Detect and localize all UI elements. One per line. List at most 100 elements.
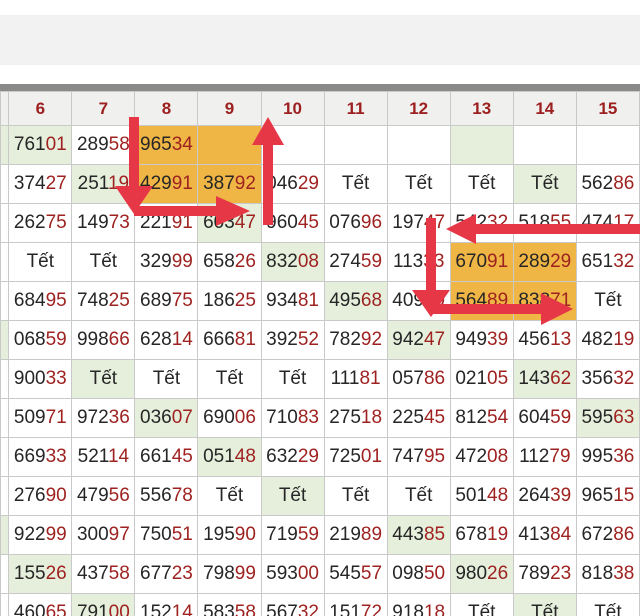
table-cell: 30097 [71, 515, 136, 555]
table-cell: Tết [197, 359, 262, 399]
digit-group-black: 251 [77, 173, 108, 194]
digit-group-black: 472 [455, 446, 488, 467]
digit-group-red: 13 [550, 329, 572, 350]
digit-group-red: 06 [234, 407, 256, 428]
digit-group-black: 603 [203, 212, 235, 233]
table-cell: Tết [386, 476, 451, 516]
digit-group-black: 186 [203, 290, 235, 311]
digit-group-red: 58 [108, 563, 130, 584]
digit-group-black: 922 [13, 524, 46, 545]
digit-group-red: 57 [360, 563, 383, 584]
digit-group-red: 01 [360, 446, 383, 467]
digit-group-black: 818 [581, 563, 614, 584]
table-cell [449, 125, 514, 165]
table-cell: 91818 [386, 593, 451, 616]
digit-group-red: 78 [171, 485, 193, 506]
table-cell: 07696 [323, 203, 388, 243]
table-cell: Tết [512, 164, 577, 204]
table-cell: 11279 [512, 437, 577, 477]
table-cell: 56732 [260, 593, 325, 616]
tet-label: Tết [531, 602, 559, 616]
digit-group-black: 934 [266, 290, 298, 311]
table-cell: 19747 [386, 203, 451, 243]
table-row: Tết Tết 32999 65826 83208 27459 11333 67091 2892… [0, 242, 640, 282]
table-cell: 97236 [71, 398, 136, 438]
column-header: 6 [8, 91, 73, 126]
digit-group-red: 14 [171, 602, 193, 616]
digit-group-red: 33 [423, 251, 445, 272]
table-cell: Tết [575, 593, 640, 616]
table-cell: 11181 [323, 359, 388, 399]
digit-group-red: 32 [297, 602, 319, 616]
digit-group-red: 14 [171, 329, 193, 350]
table-cell: 49568 [323, 281, 388, 321]
tet-label: Tết [89, 251, 118, 272]
digit-group-red: 58 [234, 602, 256, 616]
results-table: 6 7 8 9 10 11 12 13 14 15 76101 28958 96534 37427 251… [0, 91, 640, 616]
digit-group-red: 01 [45, 134, 67, 155]
digit-group-black: 942 [392, 329, 424, 350]
table-cell: 56489 [449, 281, 514, 321]
table-cell: 15526 [8, 554, 73, 594]
digit-group-red: 62 [550, 368, 572, 389]
tet-label: Tết [278, 485, 307, 506]
digit-group-black: 143 [518, 368, 551, 389]
digit-group-red: 68 [360, 290, 383, 311]
table-cell: 02105 [449, 359, 514, 399]
digit-group-black: 356 [581, 368, 614, 389]
table-cell: 90033 [8, 359, 73, 399]
table-cell: 62814 [134, 320, 199, 360]
digit-group-black: 782 [329, 329, 361, 350]
table-cell: 03607 [134, 398, 199, 438]
table-cell: Tết [197, 476, 262, 516]
digit-group-red: 59 [550, 407, 572, 428]
digit-group-black: 747 [392, 446, 424, 467]
tet-label: Tết [594, 602, 622, 616]
table-cell: 60347 [197, 203, 262, 243]
tet-label: Tết [404, 173, 433, 194]
digit-group-black: 710 [266, 407, 298, 428]
digit-group-red: 32 [613, 251, 635, 272]
table-cell: 48219 [575, 320, 640, 360]
table-cell: 28958 [71, 125, 136, 165]
digit-group-red: 14 [107, 446, 130, 467]
digit-group-red: 89 [487, 290, 509, 311]
digit-group-black: 051 [203, 446, 235, 467]
digit-group-black: 545 [329, 563, 361, 584]
table-cell: Tết [323, 476, 388, 516]
digit-group-red: 51 [171, 524, 193, 545]
table-cell: 92299 [8, 515, 73, 555]
digit-group-black: 593 [266, 563, 298, 584]
digit-group-red: 39 [550, 485, 572, 506]
table-cell: 05786 [386, 359, 451, 399]
digit-group-red: 27 [45, 173, 67, 194]
digit-group-red: 99 [45, 524, 67, 545]
digit-group-black: 832 [266, 251, 298, 272]
table-cell: 21989 [323, 515, 388, 555]
digit-group-black: 583 [203, 602, 235, 616]
tet-label: Tết [594, 290, 622, 311]
digit-group-red: 81 [359, 368, 381, 389]
table-cell: 81838 [575, 554, 640, 594]
tet-label: Tết [404, 485, 433, 506]
column-header: 15 [575, 91, 640, 126]
table-cell: 78923 [512, 554, 577, 594]
table-cell: 67723 [134, 554, 199, 594]
digit-group-black: 113 [392, 251, 424, 272]
table-cell: 66145 [134, 437, 199, 477]
digit-group-black: 567 [266, 602, 298, 616]
table-cell [386, 125, 451, 165]
digit-group-black: 666 [203, 329, 235, 350]
digit-group-black: 661 [140, 446, 172, 467]
digit-group-black: 275 [329, 407, 361, 428]
table-cell: 47956 [71, 476, 136, 516]
table-cell: 67819 [449, 515, 514, 555]
digit-group-black: 812 [455, 407, 488, 428]
column-header: 7 [71, 91, 136, 126]
digit-group-black: 409 [392, 290, 424, 311]
tet-label: Tết [26, 251, 55, 272]
table-top-border [0, 84, 640, 91]
tet-label: Tết [531, 173, 559, 194]
digit-group-red: 29 [297, 173, 319, 194]
table-cell: 38792 [197, 164, 262, 204]
